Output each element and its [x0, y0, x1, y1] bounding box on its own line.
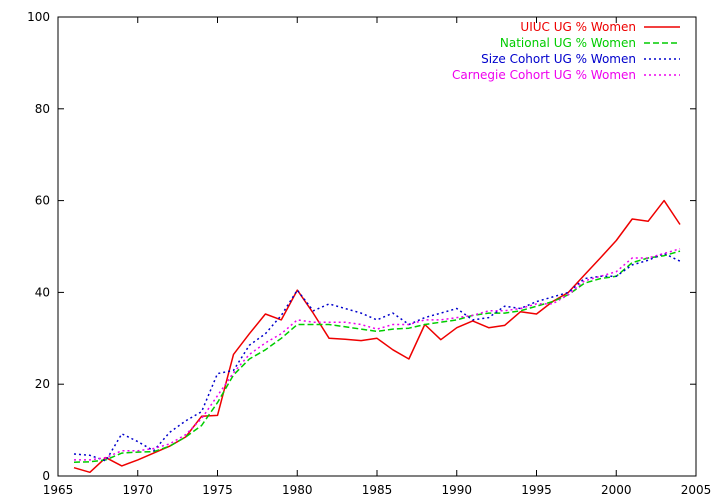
- x-tick-label: 2005: [681, 483, 712, 497]
- y-tick-label: 60: [35, 194, 50, 208]
- x-tick-label: 1965: [43, 483, 74, 497]
- series-line-4: [74, 248, 681, 461]
- data-series: [73, 199, 681, 474]
- x-tick-label: 1985: [362, 483, 393, 497]
- x-tick-label: 1990: [441, 483, 472, 497]
- legend-label-1: UIUC UG % Women: [520, 20, 636, 34]
- x-tick-label: 1975: [202, 483, 233, 497]
- x-tick-label: 2000: [601, 483, 632, 497]
- x-tick-label: 1980: [282, 483, 313, 497]
- y-tick-label: 100: [27, 10, 50, 24]
- plot-frame: [57, 16, 697, 477]
- axis-ticks: 0 20 40 60 80 100 1965 1970 1975 1980 1985 1990 1995…: [27, 10, 711, 497]
- legend-label-2: National UG % Women: [500, 36, 636, 50]
- series-line-1: [73, 199, 681, 474]
- x-tick-label: 1970: [122, 483, 153, 497]
- x-tick-label: 1995: [521, 483, 552, 497]
- series-line-2: [73, 250, 681, 463]
- y-tick-label: 20: [35, 377, 50, 391]
- y-tick-label: 0: [42, 469, 50, 483]
- legend-label-3: Size Cohort UG % Women: [481, 52, 636, 66]
- y-tick-label: 80: [35, 102, 50, 116]
- series-line-3: [73, 252, 681, 462]
- legend: UIUC UG % Women National UG % Women Size C…: [452, 20, 680, 82]
- legend-label-4: Carnegie Cohort UG % Women: [452, 68, 636, 82]
- y-tick-label: 40: [35, 285, 50, 299]
